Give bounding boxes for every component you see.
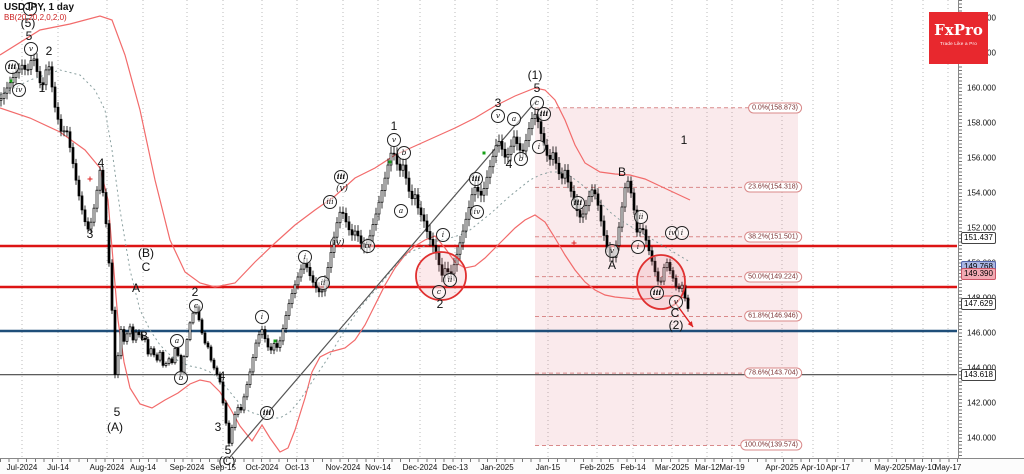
bollinger-bands <box>0 15 691 453</box>
fxpro-logo-text: FxPro <box>934 21 983 39</box>
time-axis-label: Mar-12 <box>694 463 720 472</box>
price-axis-label: 158.000 <box>967 118 996 128</box>
price-axis-ticks <box>959 0 962 458</box>
price-axis-label: 156.000 <box>967 153 996 163</box>
time-axis-label: Nov-14 <box>365 463 391 472</box>
time-axis-label: Mar-2025 <box>654 463 690 472</box>
price-axis-label: 148.000 <box>967 294 996 303</box>
price-axis-label: 154.000 <box>967 188 996 198</box>
time-axis-label: Feb-14 <box>620 463 646 472</box>
price-tag: 151.437 <box>961 231 996 244</box>
chart-canvas[interactable] <box>0 0 958 458</box>
time-axis-label: Feb-2025 <box>579 463 615 472</box>
price-tag: 147.629 <box>961 298 996 311</box>
price-axis-label: 152.000 <box>967 223 996 233</box>
candlesticks <box>0 53 690 447</box>
time-axis-label: May-2025 <box>874 463 910 472</box>
time-axis-label: Nov-2024 <box>325 463 361 472</box>
time-axis-label: Jan-15 <box>535 463 561 472</box>
time-axis-label: Dec-13 <box>442 463 468 472</box>
time-axis-ticks <box>0 459 958 462</box>
price-tag: 149.390 <box>961 267 996 280</box>
indicator-label: BB(20,20,2,0,2.0) <box>4 13 67 22</box>
time-axis-label: Jan-2025 <box>480 463 514 472</box>
time-axis-label: Sep-15 <box>210 463 236 472</box>
time-axis-label: Oct-2024 <box>245 463 279 472</box>
time-axis-label: Dec-2024 <box>402 463 438 472</box>
price-axis-label: 142.000 <box>967 398 996 408</box>
time-axis[interactable]: Jul-2024 Jul-14 Aug-2024 Aug-14 Sep-2024 Sep-… <box>0 458 1024 474</box>
vertical-gridlines <box>21 0 949 457</box>
time-axis-label: May-17 <box>934 463 962 472</box>
price-tag: 143.618 <box>961 368 996 381</box>
time-axis-label: Apr-10 <box>800 463 826 472</box>
price-axis-label: 144.000 <box>967 364 996 373</box>
time-axis-label: Aug-14 <box>130 463 156 472</box>
trendline[interactable] <box>229 99 538 458</box>
trade-markers <box>9 79 577 343</box>
time-axis-label: Apr-17 <box>825 463 851 472</box>
fxpro-logo-tagline: Trade Like a Pro <box>940 41 977 46</box>
price-axis-label: 140.000 <box>967 433 996 443</box>
time-axis-label: Mar-19 <box>719 463 745 472</box>
time-axis-label: Jul-14 <box>47 463 69 472</box>
price-axis-label: 146.000 <box>967 328 996 338</box>
time-axis-label: Sep-2024 <box>169 463 205 472</box>
price-axis-label: 160.000 <box>967 83 996 93</box>
price-axis[interactable]: 164.000162.000160.000158.000156.000154.0… <box>958 0 1024 458</box>
fxpro-logo: FxPro Trade Like a Pro <box>929 12 988 64</box>
symbol-title: USDJPY, 1 day <box>4 2 75 13</box>
time-axis-label: May-10 <box>909 463 937 472</box>
time-axis-label: Apr-2025 <box>765 463 799 472</box>
time-axis-label: Aug-2024 <box>89 463 125 472</box>
time-axis-label: Oct-13 <box>284 463 310 472</box>
time-axis-label: Jul-2024 <box>6 463 38 472</box>
horizontal-level-lines[interactable] <box>0 244 957 376</box>
